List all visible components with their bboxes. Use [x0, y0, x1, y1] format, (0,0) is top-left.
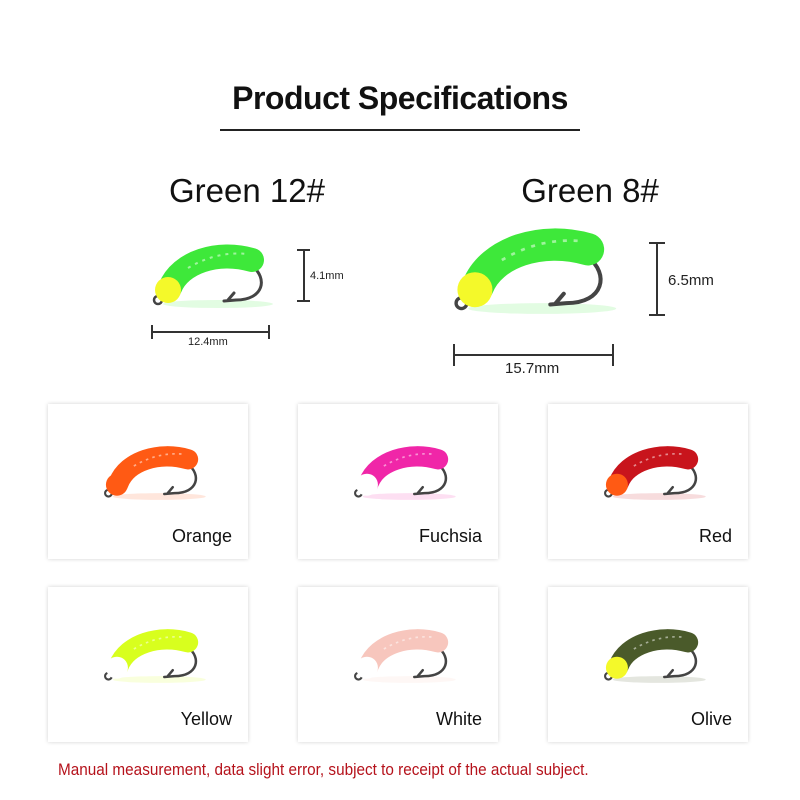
length-label-8: 15.7mm: [505, 360, 560, 377]
length-dimension-line: [151, 331, 269, 333]
height-dimension-line: [303, 249, 305, 301]
dimension-cap: [297, 300, 310, 302]
color-label: Yellow: [180, 709, 232, 729]
color-label: Orange: [171, 526, 232, 546]
size-title-8: Green 8#: [521, 172, 659, 209]
lure-head: [355, 473, 378, 496]
shadow: [362, 493, 456, 500]
lure-head: [605, 656, 628, 679]
length-label-12: 12.4mm: [188, 336, 228, 348]
lure-image: [604, 629, 706, 683]
shadow: [612, 676, 706, 683]
dimension-cap: [649, 314, 665, 316]
lure-body: [108, 446, 199, 494]
disclaimer-note: Manual measurement, data slight error, s…: [58, 760, 589, 779]
shadow: [612, 493, 706, 500]
lure-head: [457, 272, 493, 308]
color-card-red: Red: [548, 404, 748, 559]
lure-image: [604, 446, 706, 500]
dimension-cap: [151, 325, 153, 339]
lure-head: [105, 473, 128, 496]
lure-body: [461, 228, 605, 304]
lure-image: [104, 446, 206, 500]
title-divider: [220, 129, 580, 131]
shadow: [112, 676, 206, 683]
shadow: [362, 676, 456, 683]
dimension-cap: [268, 325, 270, 339]
color-card-fuchsia: Fuchsia: [298, 404, 498, 559]
lure-body: [358, 446, 449, 494]
lure-head: [355, 656, 378, 679]
height-label-12: 4.1mm: [310, 270, 344, 282]
lure-body: [608, 629, 699, 677]
lure-image: [354, 629, 456, 683]
lure-image: [354, 446, 456, 500]
lure-head: [605, 473, 628, 496]
color-label: White: [435, 709, 482, 729]
dimension-cap: [297, 249, 310, 251]
color-label: Fuchsia: [418, 526, 482, 546]
lure-body: [158, 244, 264, 300]
size-title-12: Green 12#: [169, 172, 325, 209]
shadow: [112, 493, 206, 500]
lure-image-green-8: [454, 228, 617, 314]
color-card-yellow: Yellow: [48, 587, 248, 742]
page-title: Product Specifications: [232, 80, 568, 116]
lure-head: [105, 656, 128, 679]
lure-head: [155, 277, 181, 303]
shadow: [468, 303, 617, 314]
length-dimension-line: [453, 354, 614, 356]
height-dimension-line: [656, 242, 658, 316]
color-label: Olive: [690, 709, 732, 729]
color-card-orange: Orange: [48, 404, 248, 559]
dimension-cap: [453, 344, 455, 366]
dimension-cap: [649, 242, 665, 244]
lure-body: [358, 629, 449, 677]
lure-image: [104, 629, 206, 683]
dimension-cap: [612, 344, 614, 366]
color-label: Red: [698, 526, 732, 546]
color-card-olive: Olive: [548, 587, 748, 742]
lure-body: [108, 629, 199, 677]
lure-body: [608, 446, 699, 494]
lure-image-green-12: [152, 244, 273, 308]
color-card-white: White: [298, 587, 498, 742]
height-label-8: 6.5mm: [668, 272, 714, 289]
shadow: [163, 300, 273, 308]
